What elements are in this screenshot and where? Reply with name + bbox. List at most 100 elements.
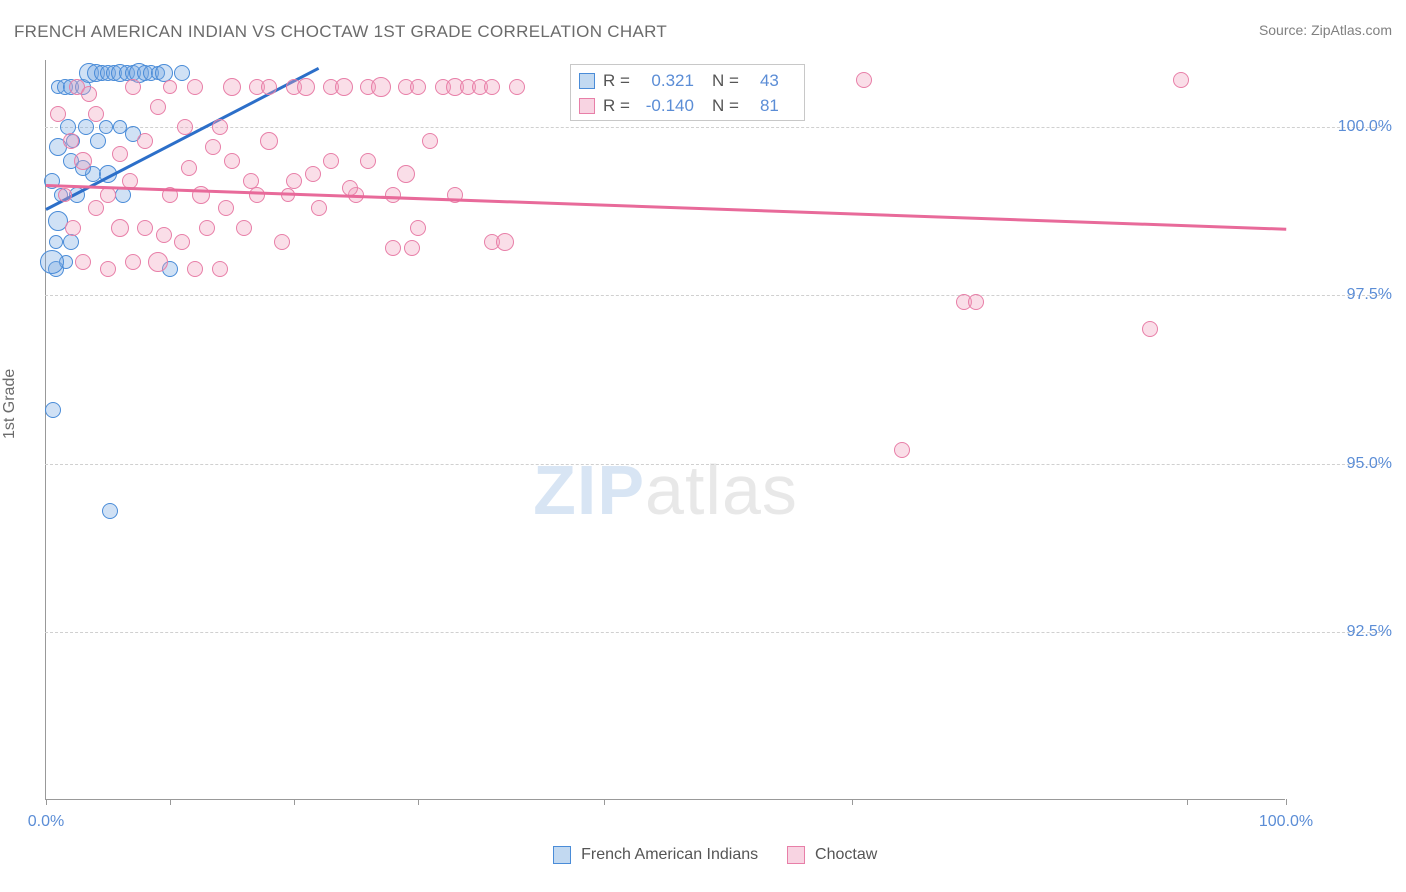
- n-label: N =: [712, 96, 739, 116]
- data-point: [49, 235, 63, 249]
- data-point: [163, 80, 177, 94]
- data-point: [74, 152, 92, 170]
- data-point: [174, 234, 190, 250]
- y-tick-label: 97.5%: [1347, 286, 1392, 304]
- r-label: R =: [603, 96, 630, 116]
- data-point: [148, 252, 168, 272]
- data-point: [894, 442, 910, 458]
- watermark: ZIPatlas: [533, 450, 798, 530]
- data-point: [410, 220, 426, 236]
- y-tick-label: 95.0%: [1347, 455, 1392, 473]
- data-point: [90, 133, 106, 149]
- data-point: [360, 153, 376, 169]
- data-point: [404, 240, 420, 256]
- x-tick: [418, 799, 419, 805]
- swatch-pink-icon: [579, 98, 595, 114]
- source-attribution: Source: ZipAtlas.com: [1259, 22, 1392, 38]
- x-tick: [1187, 799, 1188, 805]
- data-point: [410, 79, 426, 95]
- x-tick: [294, 799, 295, 805]
- data-point: [224, 153, 240, 169]
- data-point: [218, 200, 234, 216]
- data-point: [58, 188, 72, 202]
- legend-row-pink: R = -0.140 N = 81: [579, 93, 796, 118]
- swatch-blue-icon: [553, 846, 571, 864]
- swatch-blue-icon: [579, 73, 595, 89]
- data-point: [150, 99, 166, 115]
- y-axis-label: 1st Grade: [1, 369, 19, 439]
- data-point: [75, 254, 91, 270]
- data-point: [311, 200, 327, 216]
- x-tick-label: 100.0%: [1259, 813, 1313, 831]
- data-point: [125, 79, 141, 95]
- data-point: [177, 119, 193, 135]
- chart-title: FRENCH AMERICAN INDIAN VS CHOCTAW 1ST GR…: [14, 22, 667, 42]
- data-point: [199, 220, 215, 236]
- legend-label-pink: Choctaw: [815, 846, 877, 863]
- data-point: [50, 106, 66, 122]
- source-label: Source:: [1259, 22, 1311, 38]
- data-point: [1142, 321, 1158, 337]
- data-point: [342, 180, 358, 196]
- legend-row-blue: R = 0.321 N = 43: [579, 68, 796, 93]
- x-tick-label: 0.0%: [28, 813, 64, 831]
- data-point: [100, 261, 116, 277]
- data-point: [274, 234, 290, 250]
- data-point: [261, 79, 277, 95]
- data-point: [40, 250, 64, 274]
- data-point: [174, 65, 190, 81]
- chart-container: FRENCH AMERICAN INDIAN VS CHOCTAW 1ST GR…: [0, 0, 1406, 892]
- data-point: [181, 160, 197, 176]
- gridline: [45, 295, 1385, 296]
- data-point: [297, 78, 315, 96]
- x-tick: [46, 799, 47, 805]
- data-point: [65, 220, 81, 236]
- n-value-pink: 81: [751, 96, 779, 116]
- r-value-pink: -0.140: [642, 96, 694, 116]
- data-point: [212, 119, 228, 135]
- data-point: [305, 166, 321, 182]
- data-point: [192, 186, 210, 204]
- data-point: [335, 78, 353, 96]
- source-value: ZipAtlas.com: [1311, 22, 1392, 38]
- data-point: [125, 254, 141, 270]
- data-point: [156, 227, 172, 243]
- r-value-blue: 0.321: [642, 71, 694, 91]
- data-point: [111, 219, 129, 237]
- correlation-legend-box: R = 0.321 N = 43 R = -0.140 N = 81: [570, 64, 805, 121]
- data-point: [484, 79, 500, 95]
- data-point: [102, 503, 118, 519]
- x-tick: [852, 799, 853, 805]
- data-point: [78, 119, 94, 135]
- legend-label-blue: French American Indians: [581, 846, 758, 863]
- data-point: [187, 261, 203, 277]
- x-tick: [1286, 799, 1287, 805]
- y-tick-label: 92.5%: [1347, 623, 1392, 641]
- data-point: [323, 153, 339, 169]
- x-tick: [604, 799, 605, 805]
- data-point: [137, 133, 153, 149]
- data-point: [99, 120, 113, 134]
- data-point: [63, 133, 79, 149]
- data-point: [422, 133, 438, 149]
- data-point: [223, 78, 241, 96]
- data-point: [88, 106, 104, 122]
- n-label: N =: [712, 71, 739, 91]
- gridline: [45, 464, 1385, 465]
- data-point: [856, 72, 872, 88]
- data-point: [385, 187, 401, 203]
- plot-area: ZIPatlas 0.0%100.0%: [45, 60, 1285, 800]
- swatch-pink-icon: [787, 846, 805, 864]
- data-point: [236, 220, 252, 236]
- data-point: [496, 233, 514, 251]
- gridline: [45, 127, 1385, 128]
- data-point: [509, 79, 525, 95]
- data-point: [187, 79, 203, 95]
- data-point: [88, 200, 104, 216]
- r-label: R =: [603, 71, 630, 91]
- data-point: [260, 132, 278, 150]
- data-point: [1173, 72, 1189, 88]
- data-point: [45, 402, 61, 418]
- gridline: [45, 632, 1385, 633]
- data-point: [371, 77, 391, 97]
